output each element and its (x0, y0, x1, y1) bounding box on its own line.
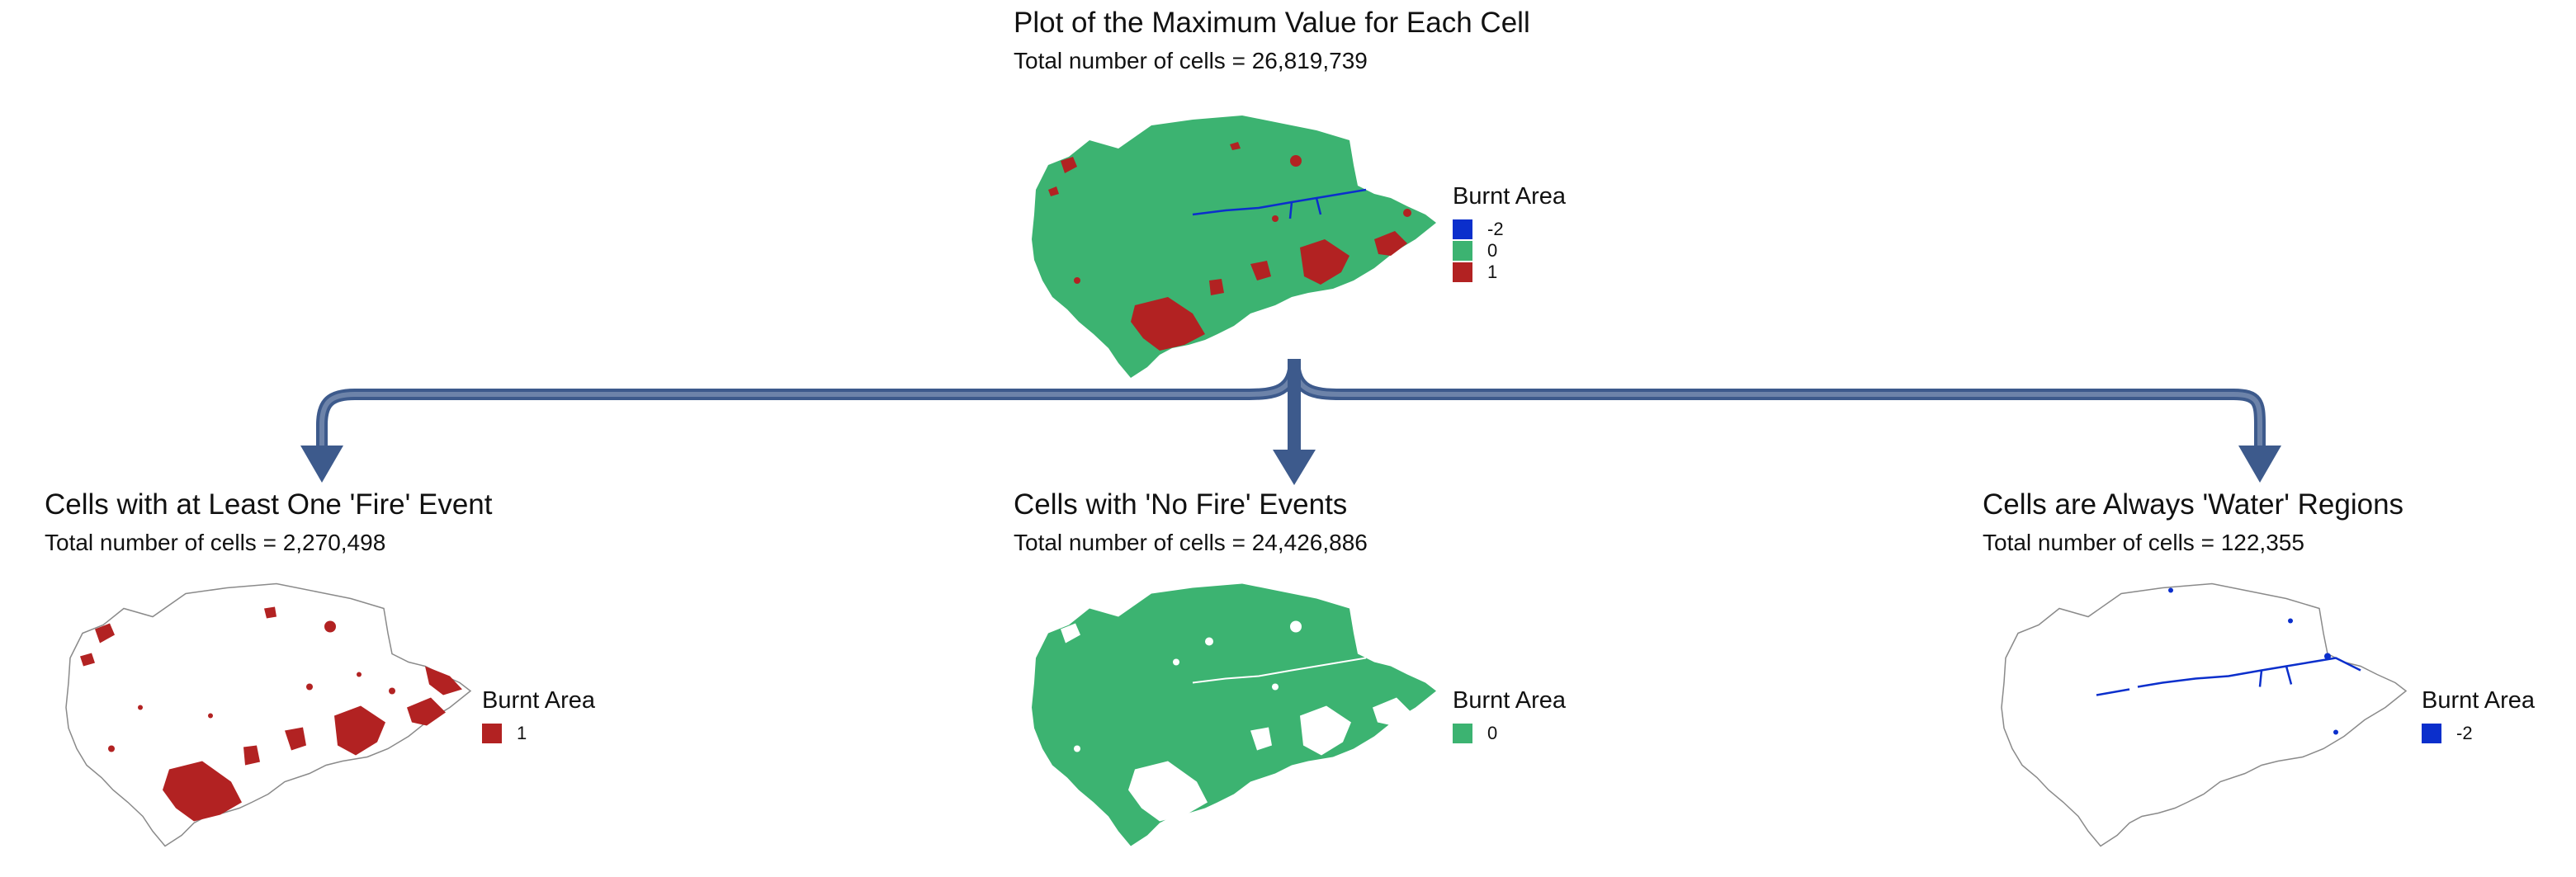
legend-swatch-no-fire (1453, 241, 1472, 261)
legend-label: 1 (517, 723, 527, 743)
arrow-middle (1273, 359, 1316, 485)
legend-item: -2 (1453, 219, 1566, 240)
no-data-gaps (1061, 620, 1411, 822)
arrow-right (1288, 358, 2281, 483)
legend-swatch-water (2422, 724, 2441, 743)
legend-label: 1 (1487, 262, 1498, 282)
legend-title: Burnt Area (2422, 687, 2536, 714)
water-spots (2168, 587, 2338, 735)
fire-cells (80, 606, 462, 822)
water-cells (1192, 188, 1367, 219)
map-fire-cells (65, 582, 472, 847)
legend-item: 1 (482, 723, 595, 744)
legend-swatch-water (1453, 219, 1472, 239)
legend-title: Burnt Area (482, 687, 596, 714)
legend-item: 0 (1453, 723, 1566, 744)
legend-left: Burnt Area 1 (482, 687, 595, 744)
legend-item: 0 (1453, 240, 1566, 262)
legend-swatch-fire (482, 724, 502, 743)
panel-title: Plot of the Maximum Value for Each Cell (1014, 7, 1530, 39)
legend-middle: Burnt Area 0 (1453, 687, 1566, 744)
legend-right: Burnt Area -2 (2422, 687, 2535, 744)
map-outline (2001, 582, 2408, 847)
panel-subtitle: Total number of cells = 122,355 (1983, 530, 2304, 555)
legend-title: Burnt Area (1453, 183, 1567, 210)
panel-title: Cells with at Least One 'Fire' Event (45, 488, 493, 521)
map-water-cells (2001, 582, 2408, 847)
panel-subtitle: Total number of cells = 26,819,739 (1014, 48, 1368, 73)
panel-title: Cells are Always 'Water' Regions (1983, 488, 2404, 521)
map-region-shape (1032, 116, 1436, 378)
legend-item: -2 (2422, 723, 2535, 744)
map-no-fire-cells (1032, 583, 1436, 846)
water-gaps (1192, 657, 1367, 684)
legend-swatch-fire (1453, 262, 1472, 282)
legend-item: 1 (1453, 262, 1566, 283)
legend-label: 0 (1487, 723, 1498, 743)
legend-top: Burnt Area -2 0 1 (1453, 183, 1566, 283)
panel-subtitle: Total number of cells = 24,426,886 (1014, 530, 1368, 555)
legend-label: -2 (1487, 219, 1504, 239)
fire-cells (1048, 142, 1411, 351)
legend-label: 0 (1487, 240, 1498, 261)
legend-swatch-no-fire (1453, 724, 1472, 743)
legend-label: -2 (2456, 723, 2473, 743)
legend-title: Burnt Area (1453, 687, 1567, 714)
map-max-value (1032, 116, 1436, 378)
panel-title: Cells with 'No Fire' Events (1014, 488, 1348, 521)
panel-subtitle: Total number of cells = 2,270,498 (45, 530, 386, 555)
